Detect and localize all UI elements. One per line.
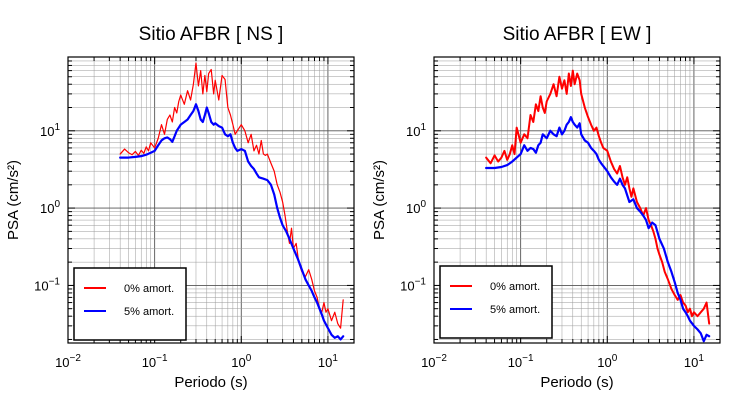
- x-tick-label: 10−1: [508, 353, 534, 370]
- legend-label-0: 0% amort.: [124, 283, 174, 295]
- x-tick-label: 10−2: [421, 353, 447, 370]
- x-tick-label: 100: [231, 353, 251, 370]
- x-tick-label: 10−2: [55, 353, 81, 370]
- y-tick-label: 10−1: [34, 276, 60, 293]
- series-line-0: [119, 62, 344, 329]
- chart-panel-ns: Sitio AFBR [ NS ] 10−2 10−1 100 101 10−1 100…: [5, 24, 355, 391]
- series-line-1: [119, 103, 345, 341]
- x-tick-label: 101: [318, 353, 338, 370]
- plot-frame: [433, 56, 721, 344]
- y-tick-label: 10−1: [400, 276, 426, 293]
- legend-box: [439, 265, 553, 339]
- y-tick-label: 100: [40, 199, 60, 216]
- series-line-0: [485, 69, 711, 325]
- x-tick-label: 10−1: [142, 353, 168, 370]
- x-axis-label: Periodo (s): [174, 374, 247, 391]
- x-tick-labels: 10−2 10−1 100 101: [421, 353, 704, 370]
- chart-title: Sitio AFBR [ EW ]: [503, 24, 652, 45]
- grid-lines: [433, 56, 721, 343]
- x-tick-label: 101: [684, 353, 704, 370]
- legend: 0% amort. 5% amort.: [73, 267, 187, 341]
- legend: 0% amort. 5% amort.: [439, 265, 553, 339]
- x-tick-labels: 10−2 10−1 100 101: [55, 353, 338, 370]
- legend-label-1: 5% amort.: [124, 306, 174, 318]
- y-tick-label: 101: [406, 122, 426, 139]
- chart-panel-ew: Sitio AFBR [ EW ] 10−2 10−1 100 101 10−1 100…: [371, 24, 721, 391]
- plot-frame: [67, 56, 355, 344]
- legend-box: [73, 267, 187, 341]
- axis-ticks: [67, 56, 355, 343]
- y-tick-labels: 10−1 100 101: [34, 122, 60, 294]
- y-tick-label: 100: [406, 199, 426, 216]
- y-axis-label: PSA (cm/s²): [371, 160, 388, 240]
- legend-label-1: 5% amort.: [490, 304, 540, 316]
- axis-ticks: [433, 56, 721, 343]
- x-axis-label: Periodo (s): [540, 374, 613, 391]
- y-axis-label: PSA (cm/s²): [5, 160, 22, 240]
- chart-title: Sitio AFBR [ NS ]: [139, 24, 284, 45]
- y-tick-label: 101: [40, 122, 60, 139]
- y-tick-labels: 10−1 100 101: [400, 122, 426, 294]
- legend-label-0: 0% amort.: [490, 281, 540, 293]
- series-layer: [485, 69, 711, 343]
- series-line-1: [485, 116, 711, 343]
- series-layer: [119, 62, 345, 341]
- x-tick-label: 100: [597, 353, 617, 370]
